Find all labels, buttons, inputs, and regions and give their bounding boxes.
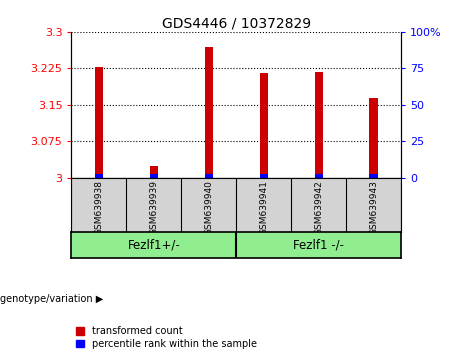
Legend: transformed count, percentile rank within the sample: transformed count, percentile rank withi… — [77, 326, 257, 349]
Bar — [205, 47, 213, 178]
Text: Fezlf1 -/-: Fezlf1 -/- — [293, 239, 344, 252]
Bar — [369, 174, 378, 178]
Text: GSM639938: GSM639938 — [95, 181, 103, 235]
Bar — [260, 73, 268, 178]
Text: GSM639941: GSM639941 — [259, 181, 268, 235]
Text: GSM639943: GSM639943 — [369, 181, 378, 235]
Text: GSM639942: GSM639942 — [314, 181, 323, 235]
Bar — [95, 174, 103, 178]
Title: GDS4446 / 10372829: GDS4446 / 10372829 — [162, 17, 311, 31]
Bar — [150, 166, 158, 178]
Bar — [260, 174, 268, 178]
Bar — [314, 174, 323, 178]
Bar — [95, 67, 103, 178]
Bar — [369, 98, 378, 178]
Text: Fezlf1+/-: Fezlf1+/- — [128, 239, 180, 252]
Text: GSM639939: GSM639939 — [149, 181, 159, 235]
Bar — [314, 72, 323, 178]
Bar — [150, 174, 158, 178]
Text: genotype/variation ▶: genotype/variation ▶ — [0, 294, 103, 304]
Text: GSM639940: GSM639940 — [204, 181, 213, 235]
Bar — [205, 174, 213, 178]
